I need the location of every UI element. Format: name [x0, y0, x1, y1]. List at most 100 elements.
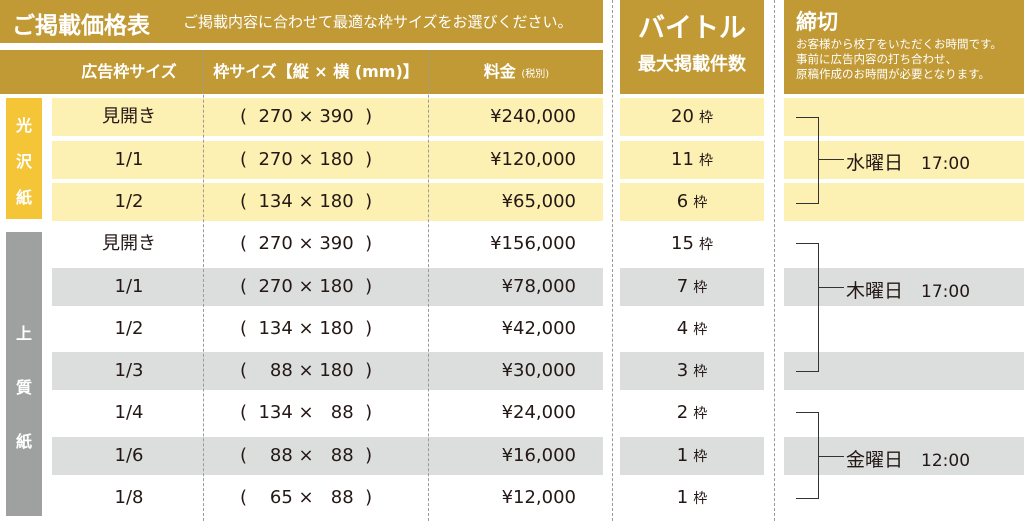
header-price-label: 料金 — [483, 62, 516, 81]
ad-type-cell: 見開き — [102, 233, 156, 254]
price-cell: ¥65,000 — [501, 191, 576, 212]
deadline-bracket — [796, 243, 819, 372]
header-ad-type: 広告枠サイズ — [81, 62, 177, 81]
table-header-bar — [0, 50, 603, 94]
count-unit: 枠 — [693, 195, 708, 211]
row-band — [52, 268, 603, 306]
row-band — [620, 437, 764, 475]
paper-label-gloss: 光 沢 紙 — [6, 98, 42, 219]
deadline-quality-2: 金曜日 12:00 — [846, 445, 970, 472]
paper-label-char: 紙 — [15, 432, 32, 451]
count-value: 2 — [676, 402, 689, 423]
deadline-time: 17:00 — [921, 282, 971, 302]
deadline-bracket-tick — [818, 159, 844, 160]
column-divider — [428, 50, 429, 521]
count-value: 1 — [676, 445, 689, 466]
count-unit: 枠 — [693, 449, 708, 465]
ad-type-cell: 見開き — [102, 106, 156, 127]
row-band — [52, 183, 603, 221]
row-band — [784, 141, 1024, 179]
deadline-quality-1: 木曜日 17:00 — [846, 276, 970, 303]
ad-type-cell: 1/3 — [114, 360, 144, 381]
frame-size-cell: ( 270 × 390 ) — [240, 106, 373, 127]
ad-type-cell: 1/1 — [114, 149, 144, 170]
count-value: 11 — [671, 149, 694, 170]
deadline-bracket-tick — [818, 456, 844, 457]
frame-size-cell: ( 134 × 88 ) — [240, 402, 373, 423]
count-value: 6 — [676, 191, 689, 212]
title-bar — [0, 0, 603, 43]
paper-label-char: 質 — [15, 378, 32, 397]
deadline-note: お客様から校了をいただくお時間です。 事前に広告内容の打ち合わせ、 原稿作成のお… — [796, 37, 1002, 82]
count-value: 15 — [671, 233, 694, 254]
count-value: 7 — [676, 276, 689, 297]
row-band — [620, 268, 764, 306]
count-unit: 枠 — [693, 364, 708, 380]
count-unit: 枠 — [698, 237, 713, 253]
frame-size-cell: ( 270 × 180 ) — [240, 276, 373, 297]
max-count-cell: 15 枠 — [620, 223, 764, 265]
frame-size-cell: ( 88 × 180 ) — [240, 360, 373, 381]
frame-size-cell: ( 270 × 390 ) — [240, 233, 373, 254]
header-price-tax-note: (税別) — [521, 69, 550, 80]
ad-type-cell: 1/6 — [114, 445, 144, 466]
deadline-day: 木曜日 — [846, 280, 904, 302]
column-divider — [612, 0, 613, 521]
column-divider — [203, 50, 204, 521]
row-band — [620, 352, 764, 390]
count-unit: 枠 — [693, 280, 708, 296]
frame-size-cell: ( 270 × 180 ) — [240, 149, 373, 170]
ad-type-cell: 1/4 — [114, 402, 144, 423]
max-count-cell: 11 枠 — [620, 139, 764, 181]
page-title: ご掲載価格表 — [12, 13, 150, 39]
count-value: 20 — [671, 106, 694, 127]
paper-label-quality: 上 質 紙 — [6, 232, 42, 516]
price-cell: ¥78,000 — [501, 276, 576, 297]
row-band — [620, 141, 764, 179]
count-unit: 枠 — [693, 406, 708, 422]
row-band — [784, 98, 1024, 136]
page-subtitle: ご掲載内容に合わせて最適な枠サイズをお選びください。 — [183, 13, 573, 31]
price-cell: ¥16,000 — [501, 445, 576, 466]
price-cell: ¥156,000 — [490, 233, 576, 254]
column-divider — [774, 0, 775, 521]
row-band — [784, 352, 1024, 390]
deadline-time: 17:00 — [921, 154, 971, 174]
ad-type-cell: 1/2 — [114, 318, 144, 339]
price-cell: ¥30,000 — [501, 360, 576, 381]
deadline-note-line: 原稿作成のお時間が必要となります。 — [796, 67, 991, 81]
frame-size-cell: ( 65 × 88 ) — [240, 487, 373, 508]
count-unit: 枠 — [693, 322, 708, 338]
row-band — [784, 183, 1024, 221]
frame-size-cell: ( 134 × 180 ) — [240, 191, 373, 212]
paper-label-char: 光 — [15, 116, 32, 135]
frame-size-cell: ( 134 × 180 ) — [240, 318, 373, 339]
deadline-note-line: 事前に広告内容の打ち合わせ、 — [796, 52, 957, 66]
max-count-cell: 20 枠 — [620, 96, 764, 138]
count-value: 3 — [676, 360, 689, 381]
deadline-day: 金曜日 — [846, 449, 904, 471]
deadline-header: 締切 お客様から校了をいただくお時間です。 事前に広告内容の打ち合わせ、 原稿作… — [784, 0, 1024, 94]
row-band — [620, 98, 764, 136]
ad-type-cell: 1/2 — [114, 191, 144, 212]
price-cell: ¥12,000 — [501, 487, 576, 508]
deadline-note-line: お客様から校了をいただくお時間です。 — [796, 37, 1002, 51]
header-price: 料金 (税別) — [430, 50, 603, 94]
row-band — [52, 141, 603, 179]
ad-type-cell: 1/8 — [114, 487, 144, 508]
row-band — [620, 183, 764, 221]
deadline-day: 水曜日 — [846, 152, 904, 174]
row-band — [52, 437, 603, 475]
baitoru-header: バイトル 最大掲載件数 — [620, 0, 764, 94]
deadline-title: 締切 — [796, 10, 838, 34]
paper-label-char: 沢 — [15, 152, 32, 171]
count-value: 4 — [676, 318, 689, 339]
paper-label-char: 上 — [15, 324, 32, 343]
frame-size-cell: ( 88 × 88 ) — [240, 445, 373, 466]
